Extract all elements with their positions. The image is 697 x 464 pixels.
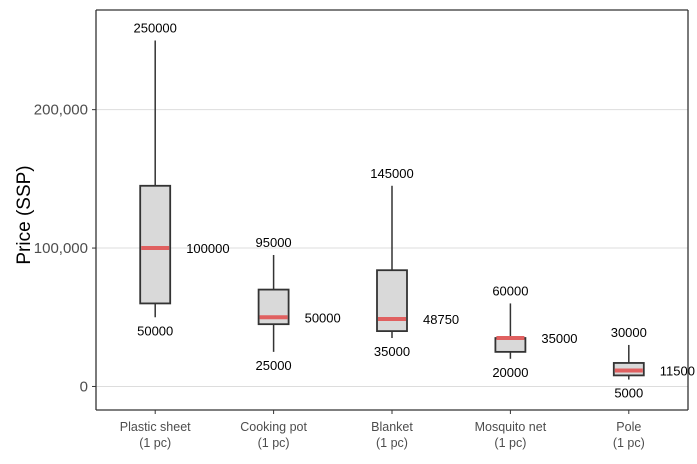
median-label: 50000 [305,310,341,325]
min-label: 50000 [137,323,173,338]
box [495,338,525,352]
data-labels: 250000 50000 100000 95000 25000 50000 145000 35… [134,20,695,400]
y-tick-label: 0 [80,378,88,395]
max-label: 60000 [492,283,528,298]
median-label: 100000 [186,241,229,256]
y-axis-label: Price (SSP) [14,165,35,264]
box [140,186,170,304]
max-label: 145000 [370,166,413,181]
median-label: 35000 [541,331,577,346]
max-label: 250000 [134,20,177,35]
box [377,270,407,331]
max-label: 30000 [611,325,647,340]
boxes [140,40,644,379]
min-label: 35000 [374,344,410,359]
x-tick-label: Blanket [371,420,413,434]
median-label: 11500 [660,364,695,379]
median-label: 48750 [423,312,459,327]
x-tick-sublabel: (1 pc) [494,436,526,450]
x-tick-label: Pole [616,420,641,434]
x-tick-sublabel: (1 pc) [139,436,171,450]
min-label: 20000 [492,365,528,380]
x-tick-sublabel: (1 pc) [613,436,645,450]
x-tick-label: Cooking pot [240,420,307,434]
x-tick-label: Plastic sheet [120,420,191,434]
min-label: 5000 [614,386,643,401]
y-tick-label: 200,000 [34,102,88,119]
x-tick-sublabel: (1 pc) [258,436,290,450]
x-tick-label: Mosquito net [475,420,547,434]
axes: 0 100,000 200,000 Plastic sheet (1 pc) Cookin… [34,10,688,450]
x-tick-sublabel: (1 pc) [376,436,408,450]
max-label: 95000 [256,235,292,250]
y-tick-label: 100,000 [34,240,88,257]
min-label: 25000 [256,358,292,373]
